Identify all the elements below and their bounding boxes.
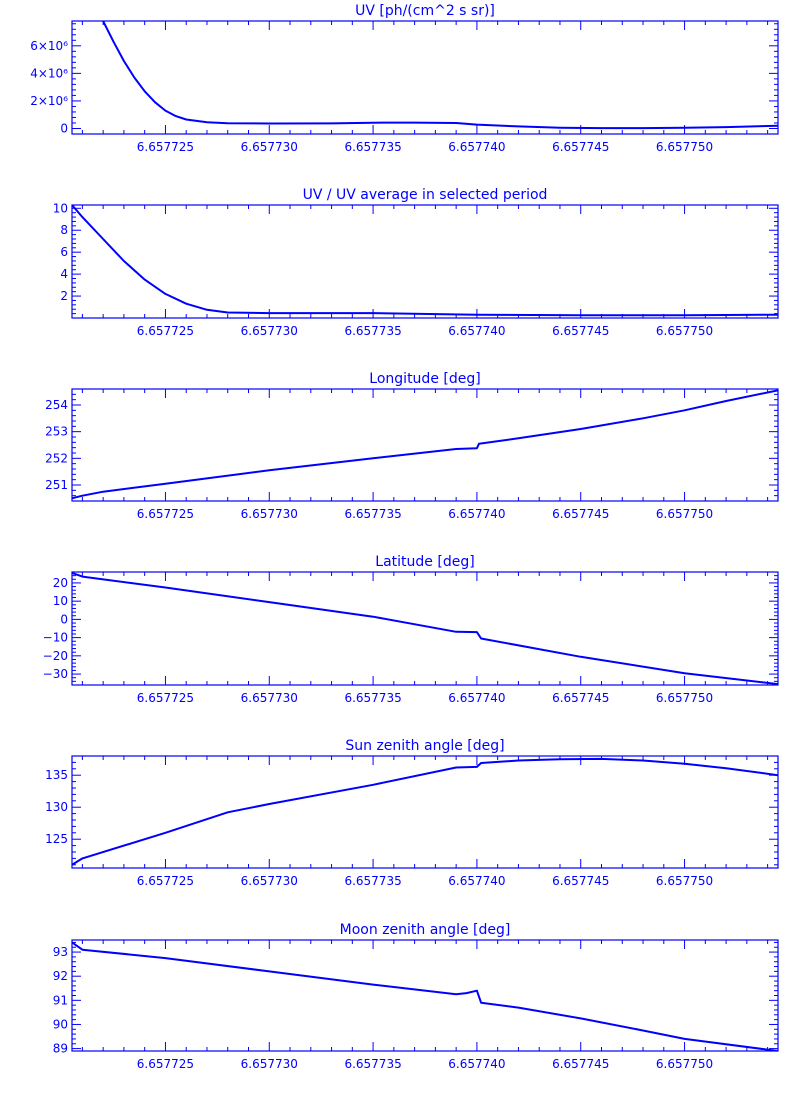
x-tick-label: 6.657725: [137, 691, 194, 705]
y-tick-label: 254: [45, 398, 68, 412]
chart-title: Moon zenith angle [deg]: [340, 922, 511, 938]
y-tick-label: 135: [45, 768, 68, 782]
series-line: [72, 941, 778, 1051]
x-tick-label: 6.657740: [448, 507, 505, 521]
x-tick-label: 6.657740: [448, 874, 505, 888]
series-line: [102, 21, 778, 130]
x-tick-label: 6.657745: [552, 324, 609, 338]
chart-panel: Moon zenith angle [deg] 6.657725 6.657730 6…: [53, 922, 779, 1071]
y-tick-label: −20: [43, 649, 68, 663]
y-tick-label: −30: [43, 667, 68, 681]
x-tick-label: 6.657750: [656, 324, 713, 338]
x-tick-label: 6.657730: [241, 1057, 298, 1071]
x-tick-label: 6.657750: [656, 691, 713, 705]
plot-frame: [71, 755, 779, 869]
x-tick-label: 6.657740: [448, 324, 505, 338]
series-line: [72, 757, 778, 866]
plot-frame: [71, 939, 779, 1052]
y-tick-label: 0: [60, 612, 68, 626]
series-line: [72, 389, 778, 500]
chart-title: UV [ph/(cm^2 s sr)]: [355, 3, 495, 19]
plot-frame: [71, 204, 779, 319]
x-tick-label: 6.657745: [552, 140, 609, 154]
x-tick-label: 6.657735: [344, 874, 401, 888]
x-tick-label: 6.657750: [656, 874, 713, 888]
x-tick-label: 6.657730: [241, 691, 298, 705]
chart-panel: UV / UV average in selected period 6.6577…: [53, 187, 779, 338]
x-tick-label: 6.657730: [241, 324, 298, 338]
y-tick-label: 0: [60, 121, 68, 135]
y-tick-label: 8: [60, 223, 68, 237]
chart-title: UV / UV average in selected period: [303, 187, 548, 203]
chart-panel: Sun zenith angle [deg] 6.657725 6.657730 6.…: [45, 738, 779, 888]
x-tick-label: 6.657735: [344, 324, 401, 338]
x-tick-label: 6.657735: [344, 140, 401, 154]
x-tick-label: 6.657740: [448, 691, 505, 705]
x-tick-label: 6.657725: [137, 140, 194, 154]
x-tick-label: 6.657740: [448, 1057, 505, 1071]
x-tick-label: 6.657735: [344, 507, 401, 521]
y-tick-label: 20: [53, 576, 68, 590]
chart-panel: UV [ph/(cm^2 s sr)] 6.657725 6.657730 6.657…: [30, 3, 779, 154]
y-tick-label: 90: [53, 1017, 68, 1031]
x-tick-label: 6.657740: [448, 140, 505, 154]
chart-title: Sun zenith angle [deg]: [345, 738, 504, 754]
y-tick-label: 2: [60, 289, 68, 303]
y-tick-label: 4×10⁶: [30, 66, 68, 80]
x-tick-label: 6.657745: [552, 1057, 609, 1071]
chart-title: Latitude [deg]: [375, 554, 474, 570]
y-tick-label: 251: [45, 478, 68, 492]
x-tick-label: 6.657725: [137, 874, 194, 888]
x-tick-label: 6.657725: [137, 324, 194, 338]
y-tick-label: 4: [60, 267, 68, 281]
plot-frame: [71, 20, 779, 135]
chart-title: Longitude [deg]: [369, 371, 480, 387]
y-tick-label: 2×10⁶: [30, 94, 68, 108]
y-tick-label: 130: [45, 800, 68, 814]
y-tick-label: −10: [43, 631, 68, 645]
y-tick-label: 252: [45, 451, 68, 465]
y-tick-label: 6: [60, 245, 68, 259]
chart-panel: Latitude [deg] 6.657725 6.657730 6.657735 6.…: [43, 554, 779, 705]
chart-panel: Longitude [deg] 6.657725 6.657730 6.657735 6…: [45, 371, 779, 521]
x-tick-label: 6.657745: [552, 874, 609, 888]
y-tick-label: 89: [53, 1042, 68, 1056]
y-tick-label: 125: [45, 832, 68, 846]
x-tick-label: 6.657750: [656, 507, 713, 521]
x-tick-label: 6.657735: [344, 1057, 401, 1071]
series-line: [72, 572, 778, 685]
x-tick-label: 6.657750: [656, 140, 713, 154]
x-tick-label: 6.657725: [137, 507, 194, 521]
x-tick-label: 6.657750: [656, 1057, 713, 1071]
x-tick-label: 6.657725: [137, 1057, 194, 1071]
x-tick-label: 6.657730: [241, 874, 298, 888]
x-tick-label: 6.657730: [241, 507, 298, 521]
series-line: [72, 205, 778, 317]
x-tick-label: 6.657745: [552, 507, 609, 521]
y-tick-label: 6×10⁶: [30, 39, 68, 53]
x-tick-label: 6.657745: [552, 691, 609, 705]
y-tick-label: 93: [53, 945, 68, 959]
y-tick-label: 91: [53, 993, 68, 1007]
y-tick-label: 10: [53, 201, 68, 215]
y-tick-label: 92: [53, 969, 68, 983]
y-tick-label: 10: [53, 594, 68, 608]
plot-frame: [71, 388, 779, 502]
x-tick-label: 6.657735: [344, 691, 401, 705]
y-tick-label: 253: [45, 425, 68, 439]
plot-frame: [71, 571, 779, 686]
x-tick-label: 6.657730: [241, 140, 298, 154]
